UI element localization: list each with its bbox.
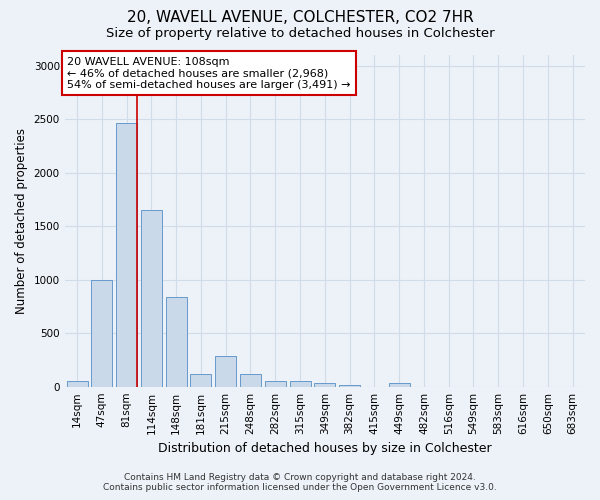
Text: 20, WAVELL AVENUE, COLCHESTER, CO2 7HR: 20, WAVELL AVENUE, COLCHESTER, CO2 7HR: [127, 10, 473, 25]
Bar: [91, 280, 112, 386]
Bar: [190, 374, 211, 386]
Bar: [166, 297, 187, 386]
Bar: [67, 381, 88, 386]
Bar: [265, 382, 286, 386]
Bar: [116, 124, 137, 386]
Y-axis label: Number of detached properties: Number of detached properties: [15, 128, 28, 314]
Bar: [314, 383, 335, 386]
Text: Contains HM Land Registry data © Crown copyright and database right 2024.
Contai: Contains HM Land Registry data © Crown c…: [103, 473, 497, 492]
Bar: [389, 384, 410, 386]
Bar: [141, 210, 162, 386]
Bar: [339, 384, 360, 386]
Bar: [240, 374, 261, 386]
Text: 20 WAVELL AVENUE: 108sqm
← 46% of detached houses are smaller (2,968)
54% of sem: 20 WAVELL AVENUE: 108sqm ← 46% of detach…: [67, 56, 351, 90]
Bar: [290, 382, 311, 386]
Text: Size of property relative to detached houses in Colchester: Size of property relative to detached ho…: [106, 28, 494, 40]
Bar: [215, 356, 236, 386]
X-axis label: Distribution of detached houses by size in Colchester: Distribution of detached houses by size …: [158, 442, 491, 455]
